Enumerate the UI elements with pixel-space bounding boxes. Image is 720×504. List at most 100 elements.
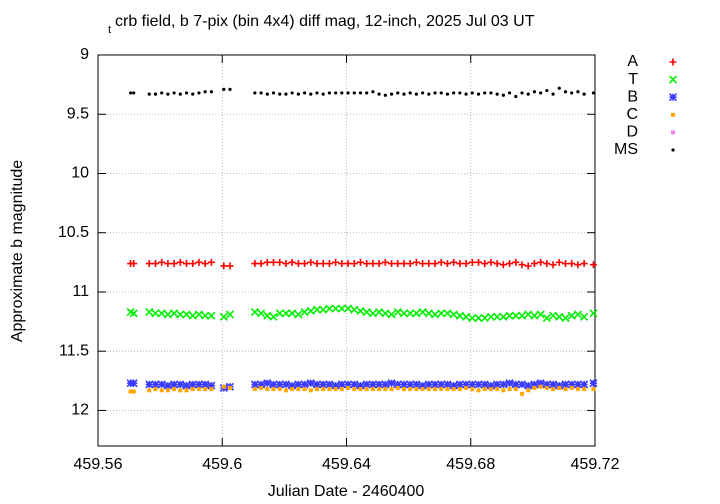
data-point — [439, 91, 443, 95]
data-point — [321, 92, 325, 96]
data-point — [549, 261, 557, 269]
data-point — [437, 309, 446, 318]
data-point — [331, 381, 340, 390]
data-point — [532, 90, 537, 94]
data-point — [431, 260, 439, 268]
data-point — [129, 309, 138, 318]
data-point — [530, 311, 539, 320]
data-point — [131, 389, 136, 394]
data-point — [251, 260, 259, 268]
data-point — [296, 92, 300, 96]
data-point — [458, 91, 462, 95]
data-point — [426, 387, 431, 392]
data-point — [269, 312, 278, 321]
data-point — [561, 260, 569, 268]
data-point — [308, 388, 313, 393]
x-axis-label: Julian Date - 2460400 — [268, 483, 425, 500]
data-point — [424, 309, 433, 318]
data-point — [346, 385, 351, 390]
data-point — [421, 91, 425, 95]
data-point — [418, 308, 427, 317]
data-point — [580, 380, 589, 389]
data-point — [573, 380, 582, 389]
data-point — [207, 311, 216, 320]
data-point — [425, 260, 433, 268]
data-point — [225, 310, 235, 319]
data-point — [371, 90, 375, 94]
y-tick-label: 9.5 — [67, 105, 89, 122]
data-point — [157, 309, 166, 318]
data-point — [389, 387, 394, 392]
data-point — [151, 260, 159, 268]
data-point — [288, 381, 297, 390]
data-point — [464, 92, 468, 96]
data-point — [356, 381, 365, 390]
data-point — [462, 260, 470, 268]
data-point — [489, 91, 493, 95]
data-point — [513, 387, 518, 392]
data-point — [526, 92, 530, 96]
data-point — [159, 388, 164, 393]
data-point — [570, 91, 574, 95]
data-point — [350, 260, 358, 268]
data-point — [356, 258, 364, 266]
data-point — [129, 91, 133, 95]
data-point — [332, 258, 340, 266]
data-point — [393, 308, 402, 317]
data-point — [524, 262, 532, 270]
data-point — [151, 380, 160, 389]
data-point — [420, 387, 425, 392]
data-point — [530, 260, 538, 268]
data-point — [537, 258, 545, 266]
data-point — [325, 380, 334, 389]
data-point — [433, 91, 437, 95]
chart-title: crb field, b 7-pix (bin 4x4) diff mag, 1… — [115, 13, 535, 30]
data-point — [275, 380, 284, 389]
data-point — [555, 312, 564, 321]
data-point — [321, 387, 326, 392]
data-point — [309, 92, 313, 96]
data-point — [394, 260, 402, 268]
data-point — [474, 380, 483, 389]
x-tick-label: 459.64 — [322, 456, 371, 473]
data-point — [333, 387, 338, 392]
data-point — [338, 260, 346, 268]
data-point — [250, 380, 259, 389]
data-point — [520, 391, 525, 396]
data-point — [364, 387, 369, 392]
data-point — [282, 260, 290, 268]
data-point — [445, 92, 450, 96]
data-point — [480, 313, 489, 323]
data-point — [250, 308, 259, 317]
data-point — [573, 310, 582, 319]
data-point — [194, 380, 204, 389]
data-point — [589, 309, 598, 318]
data-point — [505, 311, 514, 320]
data-point — [300, 380, 309, 389]
data-point — [512, 258, 520, 266]
data-point — [402, 92, 406, 96]
data-point — [153, 92, 158, 96]
data-point — [275, 309, 284, 318]
data-point — [443, 380, 452, 389]
data-point — [501, 93, 505, 97]
data-point — [288, 258, 296, 266]
data-point — [184, 91, 189, 95]
y-tick-label: 9 — [80, 46, 89, 63]
data-point — [197, 91, 201, 95]
data-point — [412, 309, 421, 318]
data-point — [400, 260, 408, 268]
data-point — [283, 388, 288, 393]
x-tick-label: 459.72 — [571, 456, 620, 473]
data-point — [158, 258, 166, 266]
data-point — [358, 387, 363, 392]
data-point — [487, 258, 495, 266]
data-point — [483, 91, 487, 95]
legend-marker — [668, 93, 678, 102]
data-point — [191, 92, 195, 96]
data-point — [153, 387, 158, 392]
data-point — [427, 92, 431, 96]
data-point — [375, 380, 384, 389]
data-point — [362, 380, 371, 389]
data-point — [226, 262, 234, 270]
